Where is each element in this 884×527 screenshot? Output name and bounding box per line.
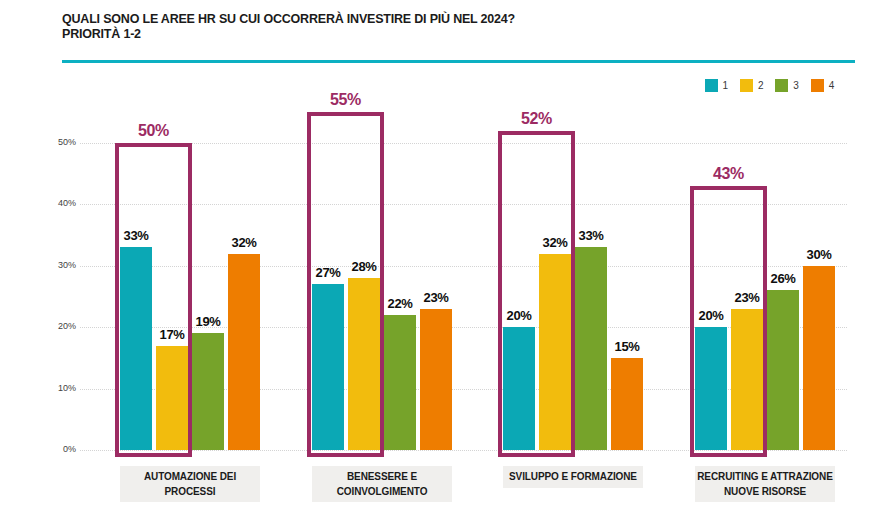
- bar-priority-4: [611, 358, 643, 450]
- highlight-total-label: 50%: [105, 122, 202, 140]
- bar-value-label: 32%: [216, 235, 272, 250]
- highlight-total-label: 52%: [488, 110, 585, 128]
- highlight-total-label: 55%: [297, 91, 394, 109]
- bar-value-label: 30%: [791, 247, 847, 262]
- chart-area: 0%10%20%30%40%50%33%17%19%32%50%AUTOMAZI…: [0, 0, 884, 527]
- category-label-line: RECRUITING E ATTRAZIONE: [695, 470, 835, 485]
- category-label-line: SVILUPPO E FORMAZIONE: [503, 470, 643, 485]
- y-axis-tick-label: 0%: [30, 444, 76, 454]
- bar-priority-3: [767, 290, 799, 450]
- page: QUALI SONO LE AREE HR SU CUI OCCORRERÀ I…: [0, 0, 884, 527]
- bar-value-label: 15%: [599, 339, 655, 354]
- y-axis-tick-label: 50%: [30, 137, 76, 147]
- category-label-line: NUOVE RISORSE: [695, 485, 835, 500]
- bar-value-label: 23%: [408, 290, 464, 305]
- category-label: RECRUITING E ATTRAZIONENUOVE RISORSE: [695, 466, 835, 502]
- priority-1-2-highlight-box: [307, 112, 384, 457]
- gridline: [80, 143, 847, 144]
- bar-priority-3: [384, 315, 416, 450]
- priority-1-2-highlight-box: [498, 131, 575, 457]
- category-label: BENESSERE ECOINVOLGIMENTO: [312, 466, 452, 502]
- y-axis-tick-label: 40%: [30, 198, 76, 208]
- y-axis-tick-label: 30%: [30, 260, 76, 270]
- bar-priority-4: [803, 266, 835, 450]
- category-label-line: COINVOLGIMENTO: [312, 485, 452, 500]
- category-label-line: AUTOMAZIONE DEI: [120, 470, 260, 485]
- bar-priority-4: [420, 309, 452, 450]
- highlight-total-label: 43%: [680, 165, 777, 183]
- priority-1-2-highlight-box: [115, 143, 192, 457]
- bar-priority-4: [228, 254, 260, 450]
- category-label-line: BENESSERE E: [312, 470, 452, 485]
- bar-priority-3: [192, 333, 224, 450]
- y-axis-tick-label: 20%: [30, 321, 76, 331]
- category-label: AUTOMAZIONE DEIPROCESSI: [120, 466, 260, 502]
- category-label-line: PROCESSI: [120, 485, 260, 500]
- priority-1-2-highlight-box: [690, 186, 767, 457]
- category-label: SVILUPPO E FORMAZIONE: [503, 466, 643, 488]
- y-axis-tick-label: 10%: [30, 383, 76, 393]
